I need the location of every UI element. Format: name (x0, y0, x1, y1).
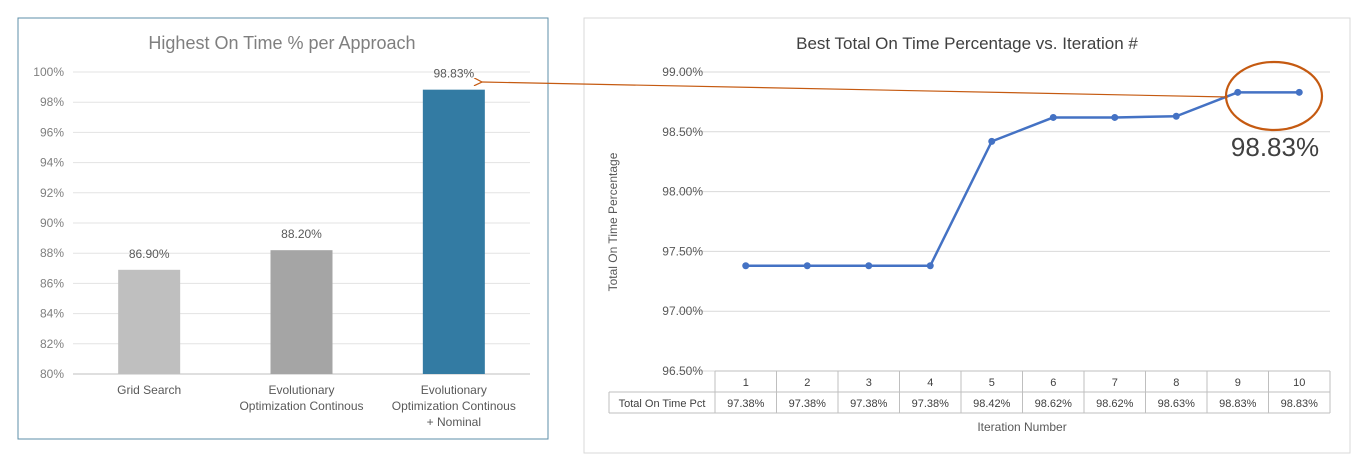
bar-chart-y-axis: 80% 82% 84% 86% 88% 90% 92% 94% 96% 98% 100% (33, 65, 64, 381)
line-point (742, 262, 750, 270)
line-y-tick-label: 97.50% (662, 244, 703, 258)
bar-chart-x-axis: Grid Search Evolutionary Optimization Cont… (117, 383, 516, 429)
line-series-path (745, 91, 1300, 268)
bar-category-label: + Nominal (427, 415, 481, 429)
table-value-cell: 98.83% (1281, 398, 1319, 410)
line-chart: Best Total On Time Percentage vs. Iterat… (583, 17, 1351, 454)
bar-category-label: Grid Search (117, 383, 181, 397)
bar (422, 89, 485, 375)
table-iteration-label: 3 (866, 377, 872, 389)
table-iteration-label: 10 (1293, 377, 1305, 389)
line-y-tick-label: 98.00% (662, 185, 703, 199)
line-y-tick-label: 97.00% (662, 304, 703, 318)
table-iteration-label: 6 (1050, 377, 1056, 389)
line-point (1172, 112, 1180, 120)
bar-data-label: 88.20% (281, 227, 322, 241)
table-iteration-label: 5 (989, 377, 995, 389)
table-value-cell: 97.38% (789, 398, 827, 410)
line-chart-data-table: Total On Time Pct 1 97.38% 2 97.38% 3 97.38% 4 9… (608, 370, 1331, 414)
line-point (988, 137, 996, 145)
table-iteration-label: 8 (1173, 377, 1179, 389)
bar-y-tick-label: 80% (40, 367, 64, 381)
bar-y-tick-label: 84% (40, 307, 64, 321)
bar-y-tick-label: 100% (33, 65, 64, 79)
bar-chart-data-labels: 86.90% 88.20% 98.83% (129, 67, 475, 261)
line-chart-frame (583, 17, 1351, 454)
table-iteration-label: 1 (743, 377, 749, 389)
table-value-cell: 98.63% (1158, 398, 1196, 410)
bar-category-label: Evolutionary (421, 383, 487, 397)
bar-chart: Highest On Time % per Approach 80% 82% 84%… (17, 17, 549, 440)
table-iteration-label: 2 (804, 377, 810, 389)
line-point (1234, 88, 1242, 96)
bar-data-label: 98.83% (433, 67, 474, 81)
callout-text: 98.83% (1231, 132, 1319, 162)
bar-y-tick-label: 88% (40, 246, 64, 260)
table-value-cell: 98.83% (1219, 398, 1257, 410)
bar-y-tick-label: 86% (40, 276, 64, 290)
bar-category-label: Optimization Continous (392, 399, 516, 413)
line-point (926, 262, 934, 270)
table-value-cell: 98.62% (1096, 398, 1134, 410)
line-y-tick-label: 96.50% (662, 364, 703, 378)
table-value-cell: 98.42% (973, 398, 1011, 410)
table-iteration-label: 9 (1235, 377, 1241, 389)
table-value-cell: 97.38% (850, 398, 888, 410)
table-iteration-label: 4 (927, 377, 933, 389)
line-point (1295, 88, 1303, 96)
table-value-cell: 97.38% (727, 398, 765, 410)
bar (118, 269, 181, 374)
table-iteration-label: 7 (1112, 377, 1118, 389)
bar-y-tick-label: 96% (40, 125, 64, 139)
table-row-label: Total On Time Pct (619, 398, 706, 410)
bar-y-tick-label: 98% (40, 95, 64, 109)
line-point (803, 262, 811, 270)
line-point (1049, 113, 1057, 121)
line-chart-y-axis: 96.50% 97.00% 97.50% 98.00% 98.50% 99.00% (662, 65, 703, 378)
callout-arrow (482, 82, 1229, 98)
line-chart-gridlines (678, 71, 1330, 372)
bar-y-tick-label: 92% (40, 186, 64, 200)
bar-y-tick-label: 82% (40, 337, 64, 351)
bar-category-label: Evolutionary (268, 383, 334, 397)
bar-y-tick-label: 94% (40, 156, 64, 170)
line-point (865, 262, 873, 270)
line-chart-title: Best Total On Time Percentage vs. Iterat… (796, 34, 1138, 53)
callout-circle (1224, 60, 1324, 132)
line-chart-series (742, 88, 1303, 270)
bar-chart-bars (118, 89, 485, 375)
line-y-tick-label: 98.50% (662, 125, 703, 139)
table-value-cell: 98.62% (1035, 398, 1073, 410)
line-point (1111, 113, 1119, 121)
line-chart-ylabel: Total On Time Percentage (606, 152, 620, 291)
line-y-tick-label: 99.00% (662, 65, 703, 79)
bar (270, 250, 333, 374)
table-value-cell: 97.38% (912, 398, 950, 410)
bar-y-tick-label: 90% (40, 216, 64, 230)
bar-data-label: 86.90% (129, 247, 170, 261)
bar-category-label: Optimization Continous (239, 399, 363, 413)
line-chart-xlabel: Iteration Number (977, 420, 1066, 434)
annotation: 98.83% (482, 60, 1324, 162)
bar-chart-title: Highest On Time % per Approach (148, 33, 415, 53)
